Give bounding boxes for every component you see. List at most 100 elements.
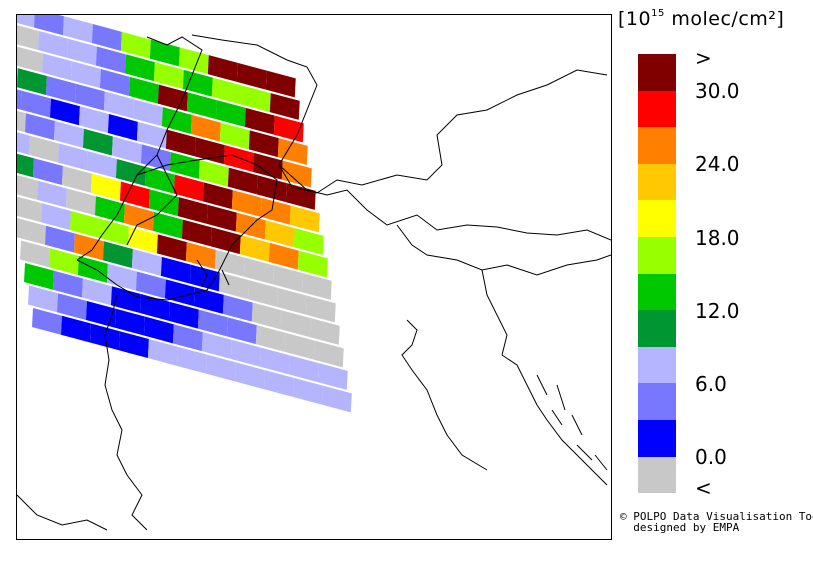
- satellite-pixel: [247, 280, 278, 307]
- satellite-pixel: [73, 233, 104, 261]
- legend-label-30: 30.0: [695, 79, 740, 103]
- satellite-pixel: [277, 138, 308, 165]
- satellite-pixel: [132, 99, 163, 127]
- satellite-pixel: [244, 107, 275, 135]
- satellite-pixel: [48, 248, 79, 276]
- satellite-pixel: [284, 332, 315, 360]
- satellite-pixel: [61, 166, 92, 193]
- satellite-pixel: [148, 189, 179, 217]
- satellite-pixel: [157, 84, 188, 112]
- legend-swatch: [638, 54, 676, 91]
- satellite-pixel: [193, 287, 224, 314]
- satellite-pixel: [181, 219, 212, 247]
- satellite-pixel: [56, 293, 87, 321]
- satellite-pixel: [17, 25, 39, 51]
- satellite-pixel: [17, 110, 26, 133]
- border-slovenia: [396, 224, 611, 276]
- satellite-pixel: [293, 228, 324, 255]
- satellite-pixel: [207, 55, 238, 82]
- satellite-pixel: [190, 114, 221, 142]
- satellite-pixel: [198, 159, 229, 187]
- satellite-pixel: [240, 85, 271, 113]
- satellite-pixel: [281, 160, 312, 188]
- satellite-pixel: [82, 128, 113, 156]
- satellite-pixel: [147, 339, 178, 366]
- satellite-pixel: [128, 76, 159, 104]
- satellite-pixel: [45, 76, 76, 103]
- satellite-pixel: [81, 278, 112, 306]
- coast-croatia: [501, 354, 608, 486]
- satellite-pixel: [260, 197, 291, 225]
- satellite-pixel: [135, 271, 166, 299]
- satellite-pixel: [186, 92, 217, 120]
- satellite-pixel-layer: [17, 15, 352, 413]
- credit-line-2: designed by EMPA: [620, 521, 740, 534]
- satellite-pixel: [17, 218, 46, 245]
- satellite-pixel: [268, 242, 299, 270]
- satellite-pixel: [251, 302, 282, 330]
- border-swiss-inner: [126, 154, 178, 246]
- unit-label: [1015 molec/cm²]: [618, 8, 785, 30]
- satellite-pixel: [143, 316, 174, 344]
- satellite-pixel: [120, 31, 151, 59]
- satellite-pixel: [103, 91, 134, 119]
- legend-swatch: [638, 127, 676, 164]
- satellite-pixel: [123, 204, 154, 231]
- legend-swatch: [638, 383, 676, 420]
- satellite-pixel: [289, 205, 320, 233]
- satellite-pixel: [17, 46, 43, 73]
- border-swiss-germany: [76, 36, 203, 261]
- satellite-pixel: [115, 159, 146, 186]
- satellite-pixel: [288, 355, 319, 383]
- satellite-pixel: [197, 309, 228, 337]
- satellite-pixel: [301, 273, 332, 300]
- satellite-pixel: [139, 294, 170, 321]
- satellite-pixel: [206, 204, 237, 232]
- satellite-pixel: [264, 220, 295, 248]
- satellite-pixel: [111, 136, 142, 164]
- satellite-pixel: [36, 180, 67, 208]
- satellite-pixel: [52, 270, 83, 298]
- legend-label-24: 24.0: [695, 152, 740, 176]
- satellite-pixel: [20, 90, 51, 118]
- legend-swatch: [638, 236, 676, 274]
- satellite-pixel: [94, 196, 125, 224]
- satellite-pixel: [252, 152, 283, 180]
- satellite-pixel: [211, 77, 242, 105]
- satellite-pixel: [90, 173, 121, 201]
- legend-swatch: [638, 419, 676, 457]
- satellite-pixel: [53, 121, 84, 148]
- satellite-pixel: [265, 70, 296, 98]
- islands-croatia: [536, 374, 608, 471]
- satellite-pixel: [44, 225, 75, 253]
- satellite-pixel: [57, 143, 88, 171]
- satellite-pixel: [70, 61, 101, 89]
- satellite-pixel: [256, 175, 287, 203]
- satellite-pixel: [37, 31, 68, 58]
- border-italy-slovenia: [481, 269, 508, 356]
- satellite-pixel: [185, 242, 216, 269]
- satellite-pixel: [24, 263, 54, 290]
- credit-text: © POLPO Data Visualisation Tool designed…: [620, 511, 813, 533]
- coast-ligurian: [17, 494, 108, 531]
- map-canvas: [17, 15, 611, 531]
- satellite-pixel: [259, 347, 290, 375]
- satellite-pixel: [321, 385, 352, 413]
- satellite-pixel: [24, 113, 55, 141]
- satellite-pixel: [65, 188, 96, 216]
- legend-swatch: [638, 346, 676, 384]
- satellite-pixel: [222, 294, 253, 322]
- satellite-pixel: [131, 249, 162, 276]
- legend-swatch: [638, 90, 676, 128]
- legend-label-below: <: [695, 476, 712, 500]
- legend-label-6: 6.0: [695, 372, 727, 396]
- satellite-pixel: [164, 279, 195, 307]
- satellite-pixel: [40, 203, 71, 231]
- satellite-pixel: [20, 240, 50, 268]
- satellite-pixel: [127, 226, 158, 254]
- legend-swatch: [638, 310, 676, 347]
- satellite-pixel: [149, 39, 180, 67]
- satellite-pixel: [99, 69, 130, 96]
- satellite-pixel: [234, 362, 265, 390]
- legend-label-above: >: [695, 46, 712, 70]
